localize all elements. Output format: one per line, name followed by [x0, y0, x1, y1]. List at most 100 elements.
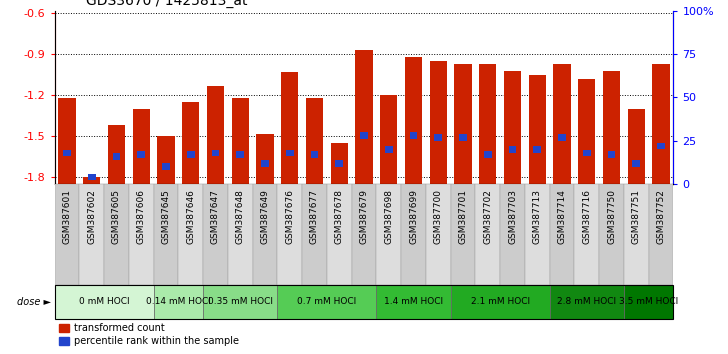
Text: GSM387714: GSM387714 — [558, 189, 566, 244]
Bar — [256, 133, 274, 184]
Bar — [624, 285, 673, 319]
Bar — [212, 149, 219, 156]
Bar — [207, 86, 224, 184]
Bar — [380, 95, 397, 184]
Bar — [657, 143, 665, 149]
Bar — [277, 285, 376, 319]
Bar — [154, 285, 203, 319]
Bar — [203, 184, 228, 285]
Text: GSM387702: GSM387702 — [483, 189, 492, 244]
Text: GSM387679: GSM387679 — [360, 189, 368, 244]
Bar — [281, 72, 298, 184]
Bar — [88, 174, 95, 181]
Bar — [525, 184, 550, 285]
Text: GSM387701: GSM387701 — [459, 189, 467, 244]
Bar — [608, 151, 615, 158]
Text: dose ►: dose ► — [17, 297, 51, 307]
Bar — [306, 98, 323, 184]
Bar — [558, 134, 566, 141]
Text: GSM387751: GSM387751 — [632, 189, 641, 244]
Bar — [355, 50, 373, 184]
Text: GSM387601: GSM387601 — [63, 189, 71, 244]
Bar — [352, 184, 376, 285]
Bar — [504, 71, 521, 184]
Bar — [574, 184, 599, 285]
Bar — [253, 184, 277, 285]
Text: 2.1 mM HOCl: 2.1 mM HOCl — [470, 297, 530, 306]
Bar — [162, 164, 170, 170]
Bar — [63, 149, 71, 156]
Bar — [79, 184, 104, 285]
Bar — [624, 184, 649, 285]
Bar — [331, 143, 348, 184]
Bar — [405, 57, 422, 184]
Bar — [336, 160, 343, 167]
Bar — [599, 184, 624, 285]
Bar — [187, 151, 194, 158]
Bar — [237, 151, 244, 158]
Text: GSM387750: GSM387750 — [607, 189, 616, 244]
Bar — [649, 184, 673, 285]
Bar — [500, 184, 525, 285]
Text: 2.8 mM HOCl: 2.8 mM HOCl — [557, 297, 617, 306]
Bar — [550, 184, 574, 285]
Bar — [83, 177, 100, 184]
Bar — [652, 64, 670, 184]
Bar — [360, 132, 368, 139]
Bar — [475, 184, 500, 285]
Bar — [385, 146, 392, 153]
Text: GSM387605: GSM387605 — [112, 189, 121, 244]
Bar — [459, 134, 467, 141]
Bar — [182, 102, 199, 184]
Text: 3.5 mM HOCl: 3.5 mM HOCl — [619, 297, 678, 306]
Bar — [550, 285, 624, 319]
Bar — [534, 146, 541, 153]
Bar — [628, 109, 645, 184]
Bar — [58, 98, 76, 184]
Text: GSM387677: GSM387677 — [310, 189, 319, 244]
Bar — [451, 285, 550, 319]
Bar — [327, 184, 352, 285]
Text: GSM387606: GSM387606 — [137, 189, 146, 244]
Bar — [426, 184, 451, 285]
Text: GSM387676: GSM387676 — [285, 189, 294, 244]
Text: 0.7 mM HOCl: 0.7 mM HOCl — [297, 297, 357, 306]
Bar — [286, 149, 293, 156]
Bar — [553, 64, 571, 184]
Bar — [55, 285, 154, 319]
Bar — [529, 75, 546, 184]
Text: GSM387648: GSM387648 — [236, 189, 245, 244]
Bar — [203, 285, 277, 319]
Text: GSM387713: GSM387713 — [533, 189, 542, 244]
Bar — [603, 71, 620, 184]
Bar — [451, 184, 475, 285]
Legend: transformed count, percentile rank within the sample: transformed count, percentile rank withi… — [60, 324, 239, 346]
Bar — [157, 136, 175, 184]
Bar — [633, 160, 640, 167]
Text: GSM387646: GSM387646 — [186, 189, 195, 244]
Text: GSM387752: GSM387752 — [657, 189, 665, 244]
Bar — [509, 146, 516, 153]
Text: GSM387649: GSM387649 — [261, 189, 269, 244]
Text: 0.14 mM HOCl: 0.14 mM HOCl — [146, 297, 211, 306]
Text: GSM387703: GSM387703 — [508, 189, 517, 244]
Bar — [132, 109, 150, 184]
Bar — [108, 125, 125, 184]
Bar — [104, 184, 129, 285]
Bar — [178, 184, 203, 285]
Bar — [430, 61, 447, 184]
Bar — [138, 151, 145, 158]
Bar — [55, 184, 79, 285]
Text: 1.4 mM HOCl: 1.4 mM HOCl — [384, 297, 443, 306]
Text: GDS3670 / 1425813_at: GDS3670 / 1425813_at — [86, 0, 247, 8]
Bar — [55, 285, 673, 319]
Text: GSM387700: GSM387700 — [434, 189, 443, 244]
Text: 0 mM HOCl: 0 mM HOCl — [79, 297, 130, 306]
Bar — [376, 285, 451, 319]
Bar — [435, 134, 442, 141]
Bar — [277, 184, 302, 285]
Bar — [261, 160, 269, 167]
Bar — [454, 64, 472, 184]
Bar — [583, 149, 590, 156]
Bar — [401, 184, 426, 285]
